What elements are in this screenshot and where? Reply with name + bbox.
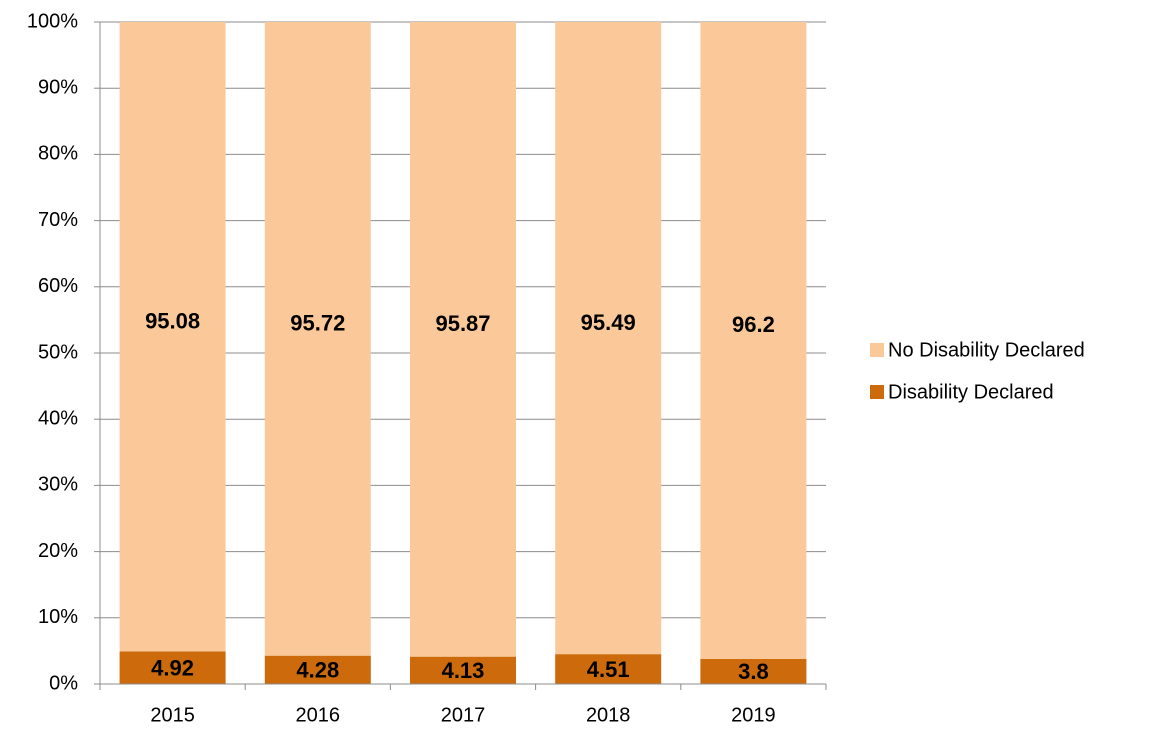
bar-segment xyxy=(410,22,516,657)
bar-segment xyxy=(555,654,662,684)
y-tick-label: 40% xyxy=(38,407,78,429)
legend-label: Disability Declared xyxy=(888,381,1054,403)
x-tick-label: 2019 xyxy=(731,704,776,726)
legend-swatch xyxy=(870,343,884,357)
y-tick-label: 70% xyxy=(38,209,78,231)
x-tick-label: 2018 xyxy=(586,704,631,726)
y-tick-label: 0% xyxy=(49,672,78,694)
y-tick-label: 90% xyxy=(38,76,78,98)
y-tick-label: 10% xyxy=(38,606,78,628)
data-label: 95.72 xyxy=(290,311,345,336)
data-label: 4.51 xyxy=(587,657,630,682)
bar-segment xyxy=(700,658,807,684)
data-label: 96.2 xyxy=(732,312,775,337)
legend-swatch xyxy=(870,385,884,399)
data-label: 4.13 xyxy=(442,658,485,683)
x-tick-label: 2017 xyxy=(441,704,486,726)
bar-segment xyxy=(264,22,371,656)
y-tick-label: 20% xyxy=(38,540,78,562)
x-tick-label: 2016 xyxy=(296,704,341,726)
bar-segment xyxy=(264,655,371,684)
bar-segment xyxy=(555,22,662,655)
y-tick-label: 50% xyxy=(38,341,78,363)
y-tick-label: 80% xyxy=(38,143,78,165)
data-label: 3.8 xyxy=(738,659,769,684)
data-label: 95.87 xyxy=(435,311,490,336)
y-tick-label: 30% xyxy=(38,474,78,496)
data-label: 4.28 xyxy=(296,658,339,683)
y-tick-label: 60% xyxy=(38,275,78,297)
bar-segment xyxy=(410,656,516,684)
bar-segment xyxy=(119,22,226,652)
legend-label: No Disability Declared xyxy=(888,339,1085,361)
data-label: 4.92 xyxy=(151,656,194,681)
data-label: 95.08 xyxy=(145,309,200,334)
bar-segment xyxy=(119,651,226,684)
y-tick-label: 100% xyxy=(27,10,78,32)
x-tick-label: 2015 xyxy=(150,704,195,726)
data-label: 95.49 xyxy=(581,310,636,335)
bar-segment xyxy=(700,22,807,659)
